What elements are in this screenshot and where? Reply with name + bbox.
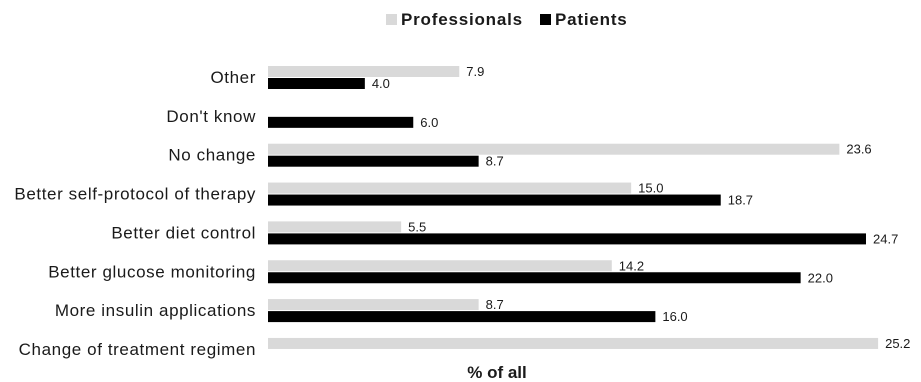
value-label-professionals-better-self-protocol-of-therapy: 15.0	[638, 181, 663, 196]
bar-patients-don-t-know	[268, 116, 414, 128]
bar-professionals-no-change	[268, 143, 840, 155]
bar-professionals-change-of-treatment-regimen	[268, 337, 879, 349]
bar-patients-no-change	[268, 155, 479, 167]
value-label-patients-better-glucose-monitoring: 22.0	[808, 270, 833, 285]
category-label-other: Other	[210, 68, 256, 87]
value-label-patients-more-insulin-applications: 16.0	[662, 309, 687, 324]
value-label-patients-other: 4.0	[372, 76, 390, 91]
bar-professionals-better-diet-control	[268, 221, 402, 233]
value-label-professionals-no-change: 23.6	[846, 142, 871, 157]
category-label-change-of-treatment-regimen: Change of treatment regimen	[19, 340, 256, 359]
category-labels: Other Don't know No change Better self-prot…	[14, 68, 256, 359]
bar-patients-more-insulin-applications	[268, 311, 656, 323]
legend-label-professionals: Professionals	[401, 10, 523, 29]
category-label-don-t-know: Don't know	[166, 107, 256, 126]
legend-swatch-professionals	[386, 14, 397, 25]
value-label-professionals-better-diet-control: 5.5	[408, 219, 426, 234]
category-label-more-insulin-applications: More insulin applications	[55, 301, 256, 320]
x-axis-title: % of all	[467, 363, 527, 382]
value-label-professionals-more-insulin-applications: 8.7	[486, 297, 504, 312]
value-label-patients-don-t-know: 6.0	[420, 115, 438, 130]
legend-label-patients: Patients	[555, 10, 628, 29]
bar-professionals-better-glucose-monitoring	[268, 260, 612, 272]
bar-patients-better-self-protocol-of-therapy	[268, 194, 721, 206]
legend: Professionals Patients	[386, 10, 628, 29]
category-label-better-self-protocol-of-therapy: Better self-protocol of therapy	[14, 185, 256, 204]
bar-patients-better-glucose-monitoring	[268, 272, 801, 284]
value-label-professionals-change-of-treatment-regimen: 25.2	[885, 336, 910, 351]
bar-patients-other	[268, 78, 365, 89]
category-label-better-glucose-monitoring: Better glucose monitoring	[48, 262, 256, 281]
bar-patients-better-diet-control	[268, 233, 866, 245]
value-labels: 7.9 4.0 6.0 23.6 8.7 15.0 18.7 5.5 24.7 14.2 22.0 8…	[372, 64, 911, 351]
bar-professionals-better-self-protocol-of-therapy	[268, 182, 632, 194]
legend-swatch-patients	[540, 14, 551, 25]
category-label-better-diet-control: Better diet control	[111, 223, 256, 242]
value-label-patients-better-diet-control: 24.7	[873, 231, 898, 246]
bar-professionals-more-insulin-applications	[268, 299, 479, 311]
value-label-professionals-better-glucose-monitoring: 14.2	[619, 258, 644, 273]
category-label-no-change: No change	[168, 146, 256, 165]
bar-professionals-other	[268, 66, 460, 77]
value-label-patients-no-change: 8.7	[486, 154, 504, 169]
value-label-professionals-other: 7.9	[466, 64, 484, 79]
bars	[268, 66, 879, 349]
value-label-patients-better-self-protocol-of-therapy: 18.7	[728, 193, 753, 208]
